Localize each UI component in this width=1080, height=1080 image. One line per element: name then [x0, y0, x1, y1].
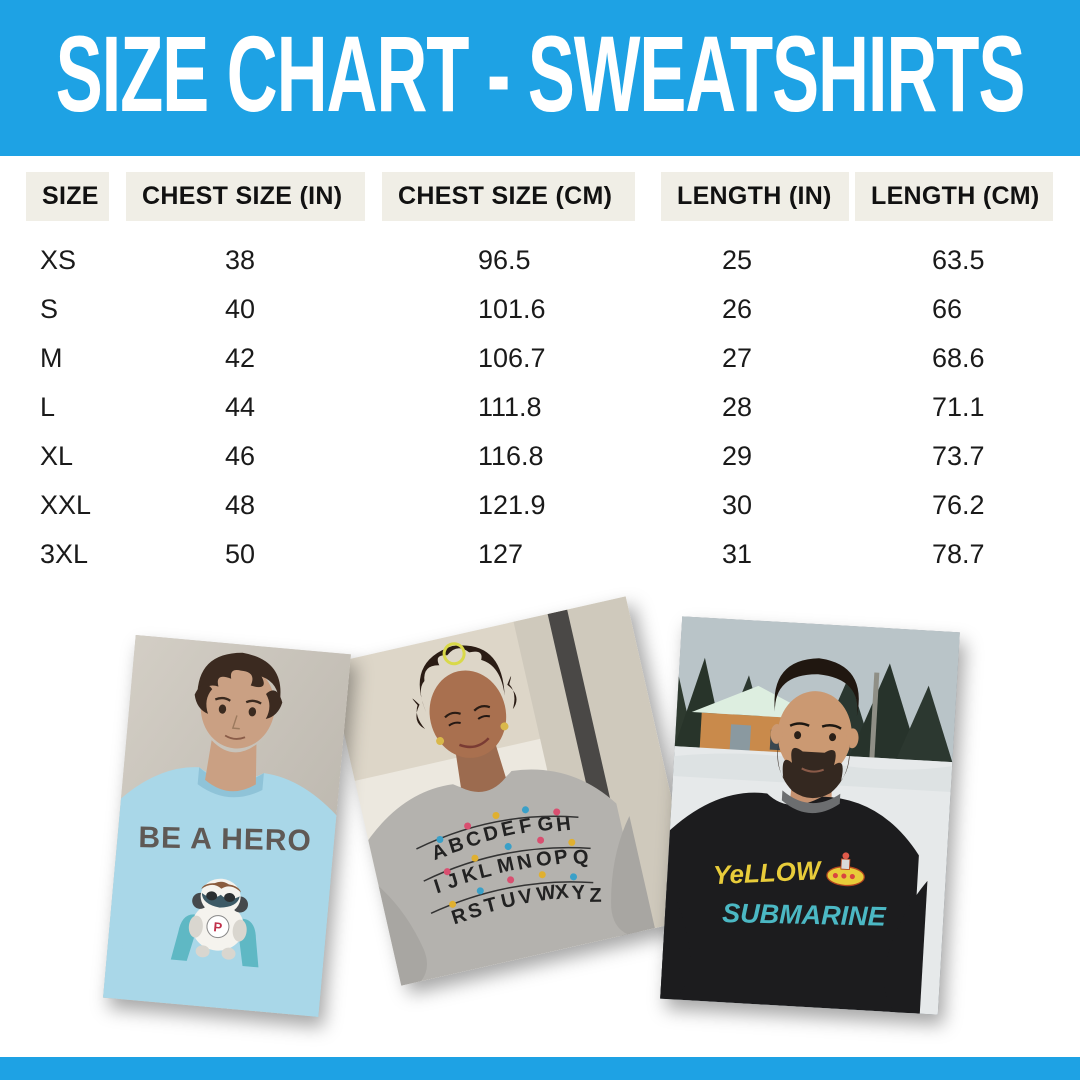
svg-text:P: P [213, 919, 223, 935]
svg-text:Y: Y [571, 882, 587, 905]
svg-text:BE A HERO: BE A HERO [138, 821, 312, 857]
svg-text:SUBMARINE: SUBMARINE [722, 898, 887, 932]
svg-text:YeLLOW: YeLLOW [712, 855, 823, 890]
svg-text:Z: Z [589, 885, 602, 907]
svg-text:Q: Q [572, 846, 590, 870]
